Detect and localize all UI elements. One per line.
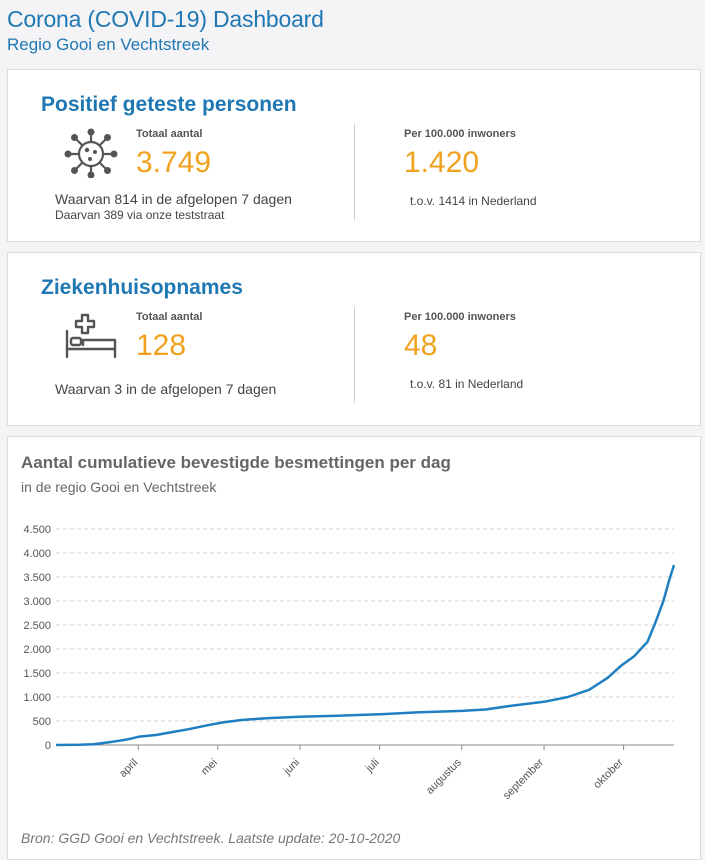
- teststraat-note: Daarvan 389 via onze teststraat: [55, 208, 225, 222]
- x-tick-label: juni: [281, 757, 302, 778]
- divider: [354, 124, 355, 220]
- total-label: Totaal aantal: [136, 128, 203, 140]
- y-tick-label: 1.000: [23, 692, 51, 704]
- total-value: 3.749: [136, 146, 212, 179]
- card-title: Positief geteste personen: [41, 93, 297, 116]
- y-tick-label: 2.500: [23, 620, 51, 632]
- x-tick-label: september: [501, 756, 546, 801]
- total-value: 128: [136, 329, 187, 362]
- y-tick-label: 3.500: [23, 572, 51, 584]
- series-line: [55, 564, 676, 747]
- y-tick-label: 1.500: [23, 668, 51, 680]
- per100k-value: 1.420: [404, 146, 480, 179]
- y-tick-label: 0: [45, 740, 51, 752]
- hospital-bed-icon: [65, 313, 117, 359]
- per100k-label: Per 100.000 inwoners: [404, 311, 516, 323]
- dashboard-header: Corona (COVID-19) Dashboard Regio Gooi e…: [7, 6, 324, 55]
- chart-subtitle: in de regio Gooi en Vechtstreek: [21, 479, 217, 495]
- hospital-admissions-card: Ziekenhuisopnames Totaal aantal 128 Waar…: [7, 252, 701, 426]
- y-tick-label: 3.000: [23, 596, 51, 608]
- x-tick-label: juli: [363, 757, 382, 776]
- total-label: Totaal aantal: [136, 311, 203, 323]
- virus-icon: [64, 128, 118, 178]
- per100k-label: Per 100.000 inwoners: [404, 128, 516, 140]
- positive-tests-card: Positief geteste personen Totaal aantal …: [7, 69, 701, 242]
- last-7-days-note: Waarvan 814 in de afgelopen 7 dagen: [55, 191, 292, 207]
- y-tick-label: 500: [33, 716, 51, 728]
- chart-card: Aantal cumulatieve bevestigde besmetting…: [7, 436, 701, 860]
- chart-title: Aantal cumulatieve bevestigde besmetting…: [21, 453, 451, 472]
- per100k-value: 48: [404, 329, 438, 362]
- page-subtitle: Regio Gooi en Vechtstreek: [7, 35, 210, 54]
- cumulative-line-chart: 0 500 1.000 1.500 2.000 2.500 3.000 3.500 4.000 4…: [23, 524, 676, 802]
- last-7-days-note: Waarvan 3 in de afgelopen 7 dagen: [55, 381, 277, 397]
- x-tick-label: mei: [199, 757, 220, 778]
- x-tick-label: april: [117, 757, 140, 780]
- y-tick-label: 4.000: [23, 548, 51, 560]
- page-title: Corona (COVID-19) Dashboard: [7, 6, 324, 32]
- x-tick-label: augustus: [424, 756, 464, 796]
- y-tick-label: 4.500: [23, 524, 51, 536]
- source-note: Bron: GGD Gooi en Vechtstreek. Laatste u…: [21, 830, 401, 846]
- divider: [354, 307, 355, 403]
- x-tick-label: oktober: [591, 756, 626, 791]
- card-title: Ziekenhuisopnames: [41, 276, 243, 299]
- per100k-note: t.o.v. 1414 in Nederland: [410, 194, 537, 208]
- y-tick-label: 2.000: [23, 644, 51, 656]
- per100k-note: t.o.v. 81 in Nederland: [410, 377, 524, 391]
